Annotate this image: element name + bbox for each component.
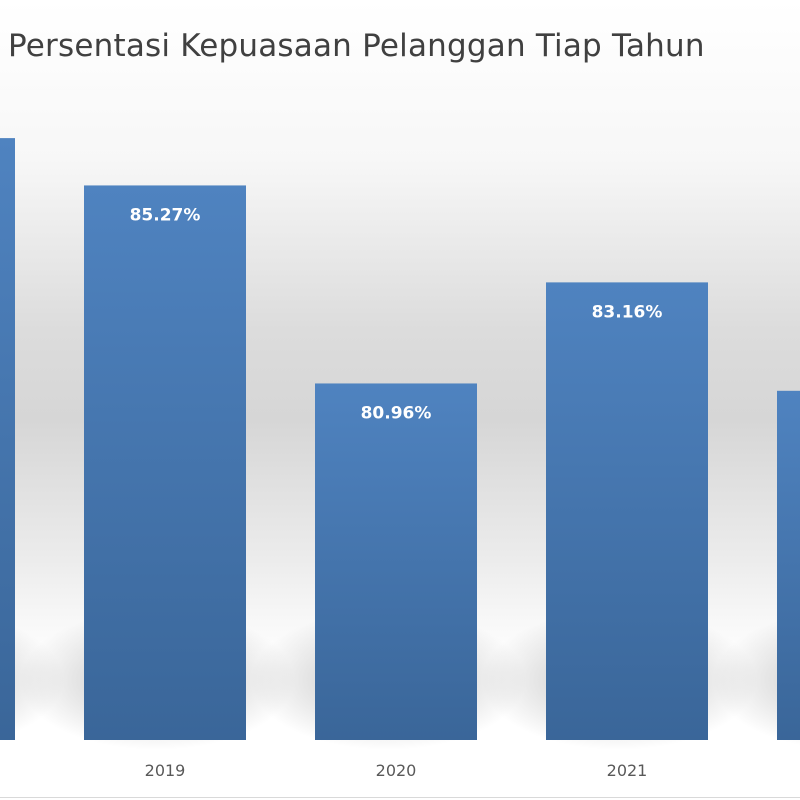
data-labels-group: 85.27% 80.96% 83.16% — [130, 205, 663, 423]
x-tick-label: 2019 — [145, 761, 186, 780]
x-tick-label: 2021 — [607, 761, 648, 780]
x-tick-labels-group: 2019 2020 2021 — [145, 761, 648, 780]
bar-partial-0 — [0, 138, 15, 741]
bar-2021 — [546, 282, 708, 740]
chart-title: Persentasi Kepuasaan Pelanggan Tiap Tahu… — [8, 28, 705, 64]
data-label: 83.16% — [592, 302, 663, 322]
bar-2019 — [84, 185, 246, 740]
bars-group — [0, 138, 800, 741]
bar-2020 — [315, 383, 477, 740]
bar-partial-4 — [777, 390, 800, 740]
x-tick-label: 2020 — [376, 761, 417, 780]
chart-border-bottom — [0, 797, 800, 798]
data-label: 80.96% — [361, 403, 432, 423]
data-label: 85.27% — [130, 205, 201, 225]
